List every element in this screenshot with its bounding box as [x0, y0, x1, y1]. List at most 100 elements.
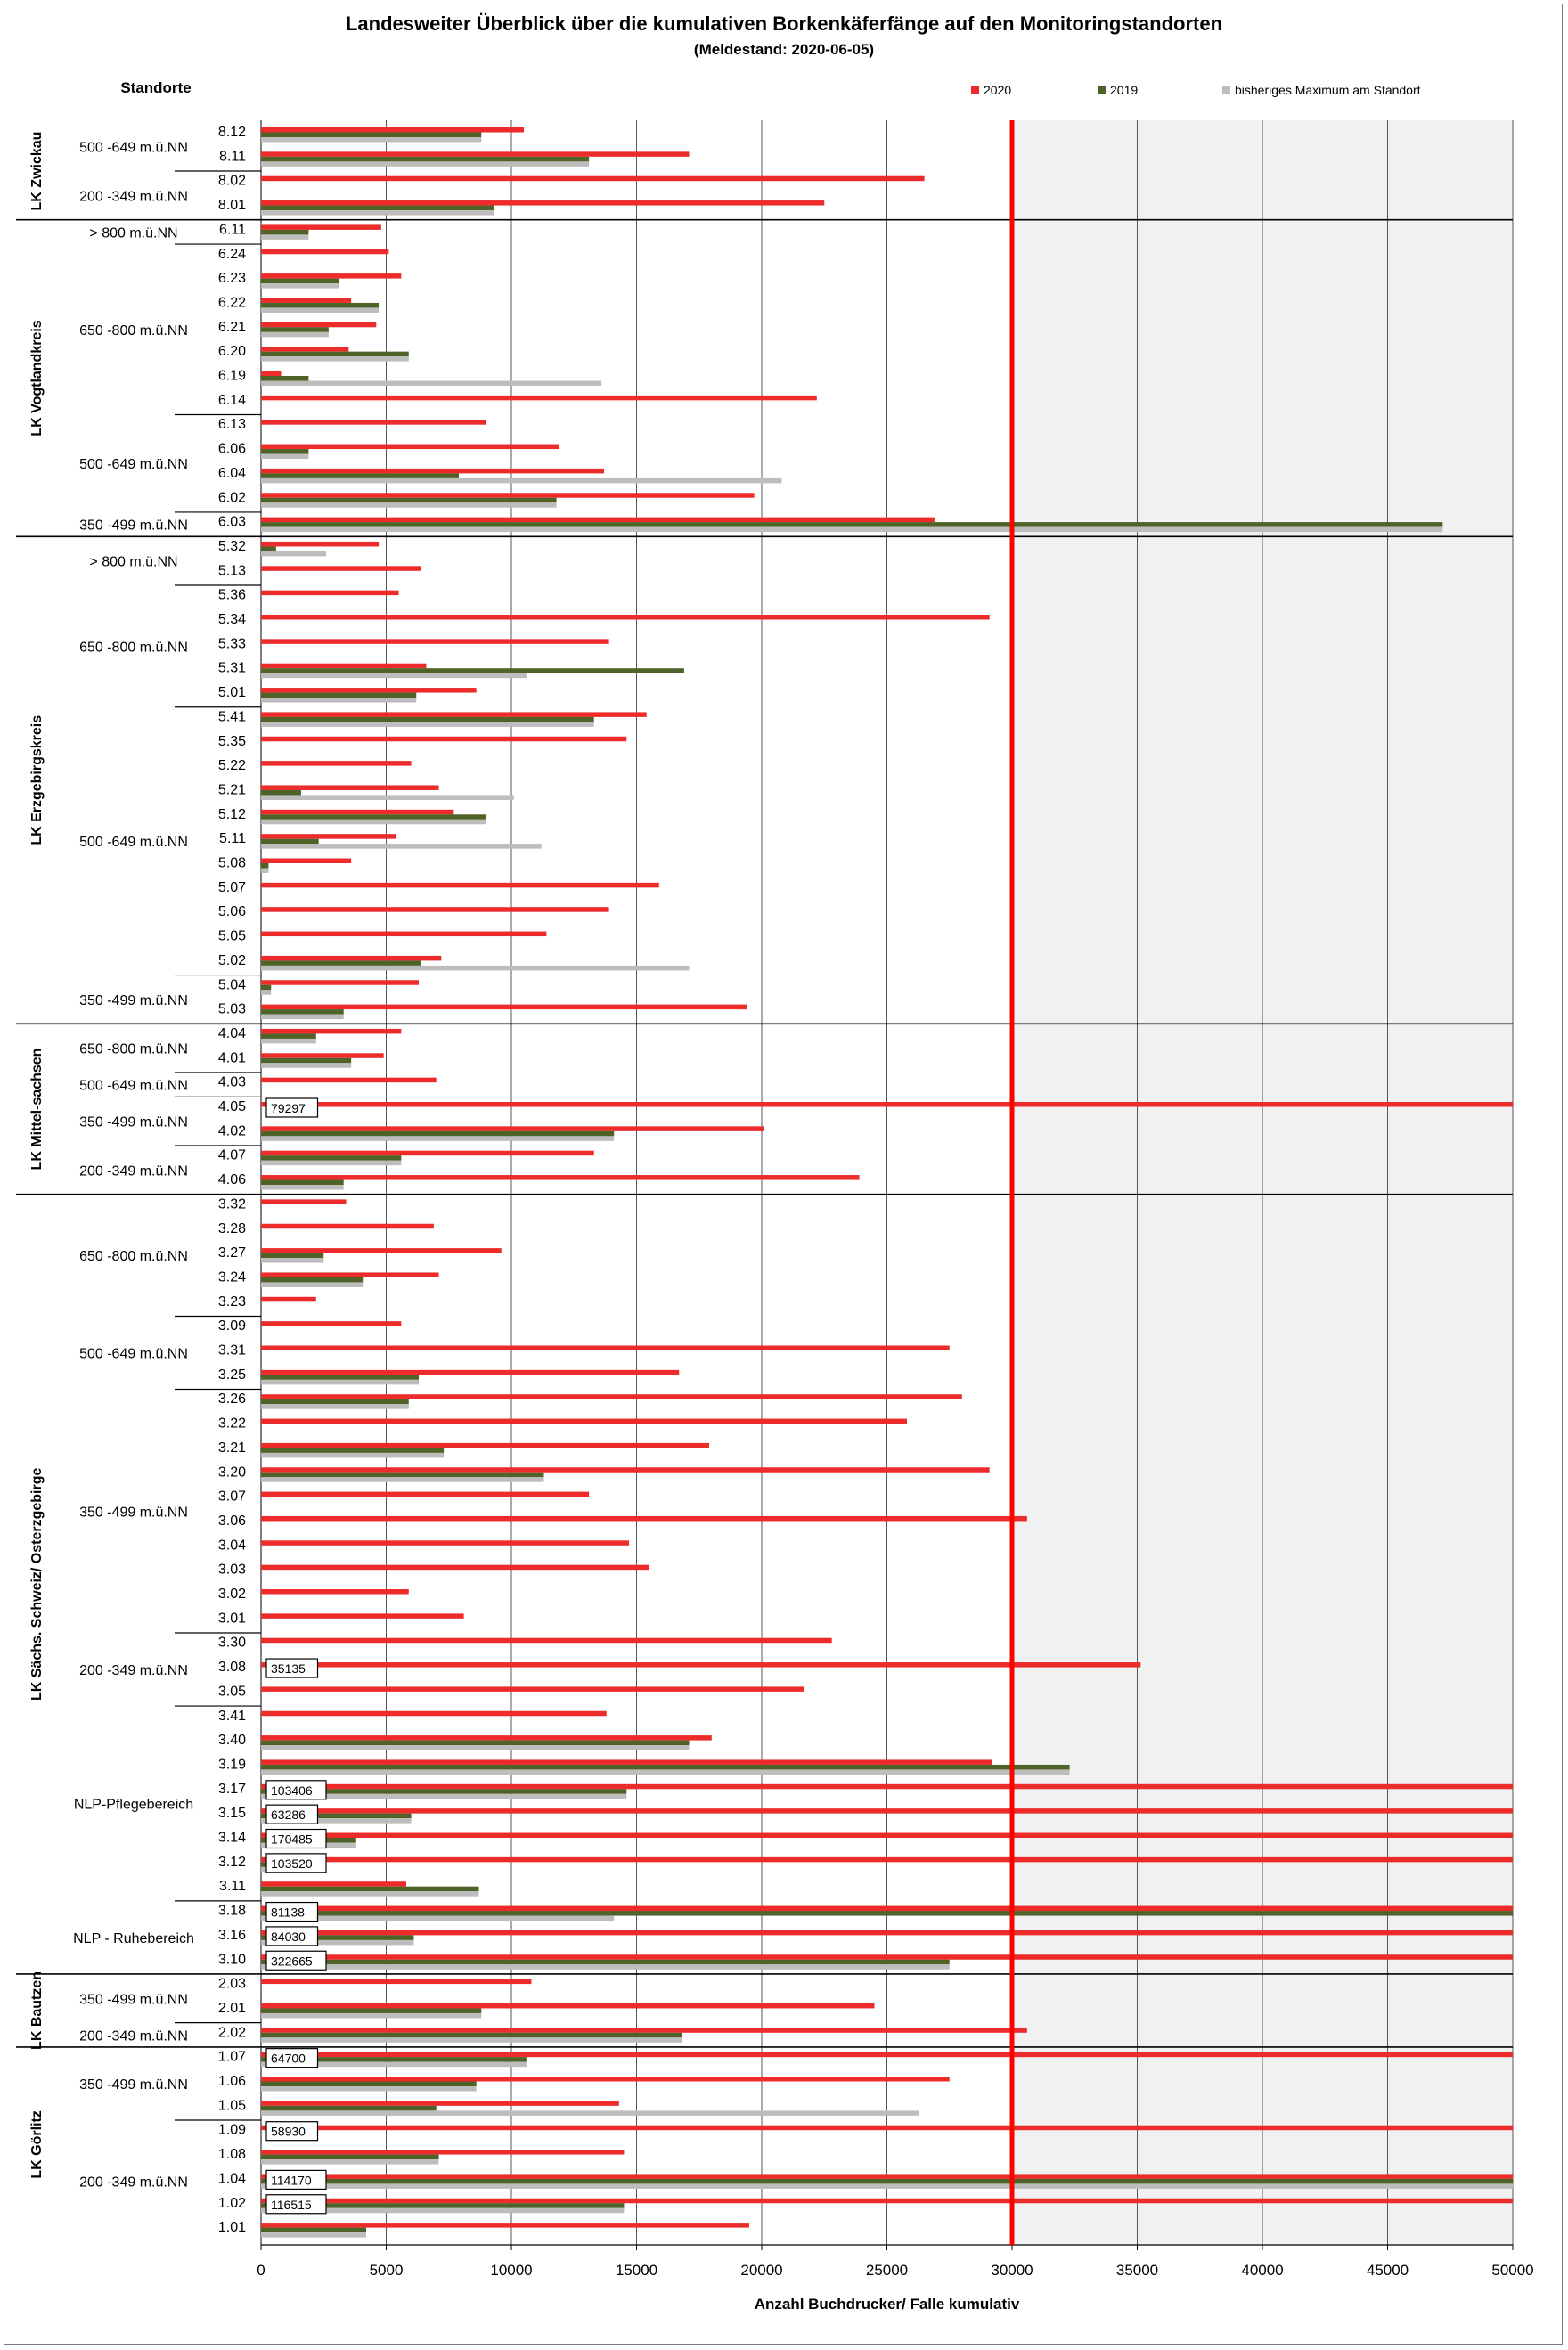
bar-2020	[261, 1710, 607, 1717]
altitude-label: 200 -349 m.ü.NN	[79, 1663, 188, 1678]
altitude-label: 350 -499 m.ü.NN	[79, 2077, 188, 2093]
bar-2020	[261, 468, 604, 474]
bar-2019	[261, 814, 486, 820]
bar-2019	[261, 376, 309, 381]
bar-2020	[261, 1175, 860, 1180]
bar-max	[261, 1404, 409, 1409]
site-label: 6.22	[218, 295, 246, 310]
legend-label: bisheriges Maximum am Standort	[1235, 83, 1421, 97]
site-label: 2.03	[218, 1977, 246, 1992]
bar-2020	[261, 322, 377, 328]
chart-subtitle: (Meldestand: 2020-06-05)	[693, 41, 875, 58]
bar-2020	[261, 1418, 907, 1424]
site-label: 1.07	[218, 2050, 246, 2065]
bar-2019	[261, 132, 482, 137]
site-label: 5.36	[218, 588, 246, 603]
data-label: 58930	[271, 2125, 306, 2139]
site-label: 3.31	[218, 1343, 246, 1359]
bar-2020	[261, 907, 609, 912]
legend-label: 2020	[984, 83, 1011, 97]
data-label: 116515	[271, 2198, 312, 2212]
site-label: 3.26	[218, 1391, 246, 1407]
data-label-frame	[265, 2121, 319, 2142]
bar-max	[261, 1891, 479, 1897]
bar-2019	[261, 1789, 627, 1794]
bar-2019	[261, 789, 301, 796]
site-label: 1.05	[218, 2098, 246, 2113]
x-tick-label: 15000	[616, 2262, 657, 2279]
bar-max	[261, 502, 557, 508]
bar-2019	[261, 302, 380, 308]
bar-2020	[261, 1905, 1513, 1912]
bar-2020	[261, 809, 454, 815]
bar-2020	[261, 1102, 1513, 1107]
bar-2019	[261, 2032, 682, 2038]
bar-max	[261, 1452, 445, 1458]
bar-2020	[261, 493, 755, 498]
data-label-box: 170485	[265, 1828, 327, 1849]
site-label: 3.41	[218, 1709, 246, 1724]
site-label: 5.02	[218, 953, 246, 968]
bar-2020	[261, 736, 627, 742]
site-label: 3.04	[218, 1538, 246, 1553]
data-label-frame	[265, 1853, 327, 1873]
site-label: 1.04	[218, 2171, 246, 2186]
bar-max	[261, 2061, 527, 2068]
plot-band	[1137, 120, 1262, 2245]
altitude-label: 350 -499 m.ü.NN	[79, 518, 188, 534]
bar-2020	[261, 1540, 630, 1546]
bar-max	[261, 1769, 1070, 1775]
bar-2020	[261, 1662, 1141, 1668]
site-label: 5.22	[218, 758, 246, 773]
altitude-label: 500 -649 m.ü.NN	[79, 141, 188, 156]
site-label: 5.32	[218, 539, 246, 554]
site-label: 3.19	[218, 1757, 246, 1772]
data-label-frame	[265, 1901, 319, 1922]
site-label: 3.01	[218, 1611, 246, 1626]
bar-2020	[261, 1491, 590, 1497]
x-tick-label: 30000	[991, 2262, 1033, 2279]
bar-max	[261, 526, 1443, 533]
district-label: LK Erzgebirgskreis	[29, 715, 45, 845]
site-label: 6.19	[218, 369, 246, 384]
bar-2020	[261, 1783, 1513, 1790]
data-label-frame	[265, 2048, 319, 2068]
site-label: 5.07	[218, 880, 246, 895]
bar-2019	[261, 2203, 625, 2208]
bar-max	[261, 1745, 690, 1750]
site-label: 5.08	[218, 856, 246, 871]
district-label: LK Mittel-sachsen	[29, 1049, 45, 1171]
site-label: 3.12	[218, 1855, 246, 1870]
altitude-label: 350 -499 m.ü.NN	[79, 993, 188, 1008]
bar-max	[261, 2183, 1513, 2189]
bar-max	[261, 722, 594, 727]
site-label: 1.01	[218, 2220, 246, 2235]
bar-max	[261, 2037, 682, 2043]
site-label: 3.02	[218, 1587, 246, 1602]
bar-2020	[261, 688, 477, 693]
bar-max	[261, 307, 380, 313]
data-label-box: 58930	[265, 2121, 319, 2142]
bar-max	[261, 1258, 324, 1263]
altitude-label: 500 -649 m.ü.NN	[79, 1079, 188, 1094]
bar-max	[261, 1793, 627, 1799]
bar-2019	[261, 1375, 420, 1380]
altitude-label: 500 -649 m.ü.NN	[79, 1347, 188, 1362]
plot-band	[1262, 120, 1388, 2245]
x-axis-title: Anzahl Buchdrucker/ Falle kumulativ	[755, 2296, 1020, 2313]
bar-max	[261, 795, 514, 800]
bar-2020	[261, 1028, 402, 1034]
bar-max	[261, 210, 494, 216]
bar-2020	[261, 566, 421, 571]
bar-2020	[261, 785, 439, 790]
site-label: 5.11	[219, 831, 246, 846]
data-label: 84030	[271, 1930, 306, 1944]
bar-2020	[261, 1564, 649, 1571]
site-label: 6.20	[218, 344, 246, 359]
x-tick-label: 40000	[1241, 2262, 1283, 2279]
bar-2019	[261, 522, 1443, 527]
data-label: 170485	[271, 1832, 313, 1847]
plot-band	[886, 120, 1012, 2245]
bar-2020	[261, 1881, 406, 1887]
site-label: 3.20	[218, 1465, 246, 1480]
